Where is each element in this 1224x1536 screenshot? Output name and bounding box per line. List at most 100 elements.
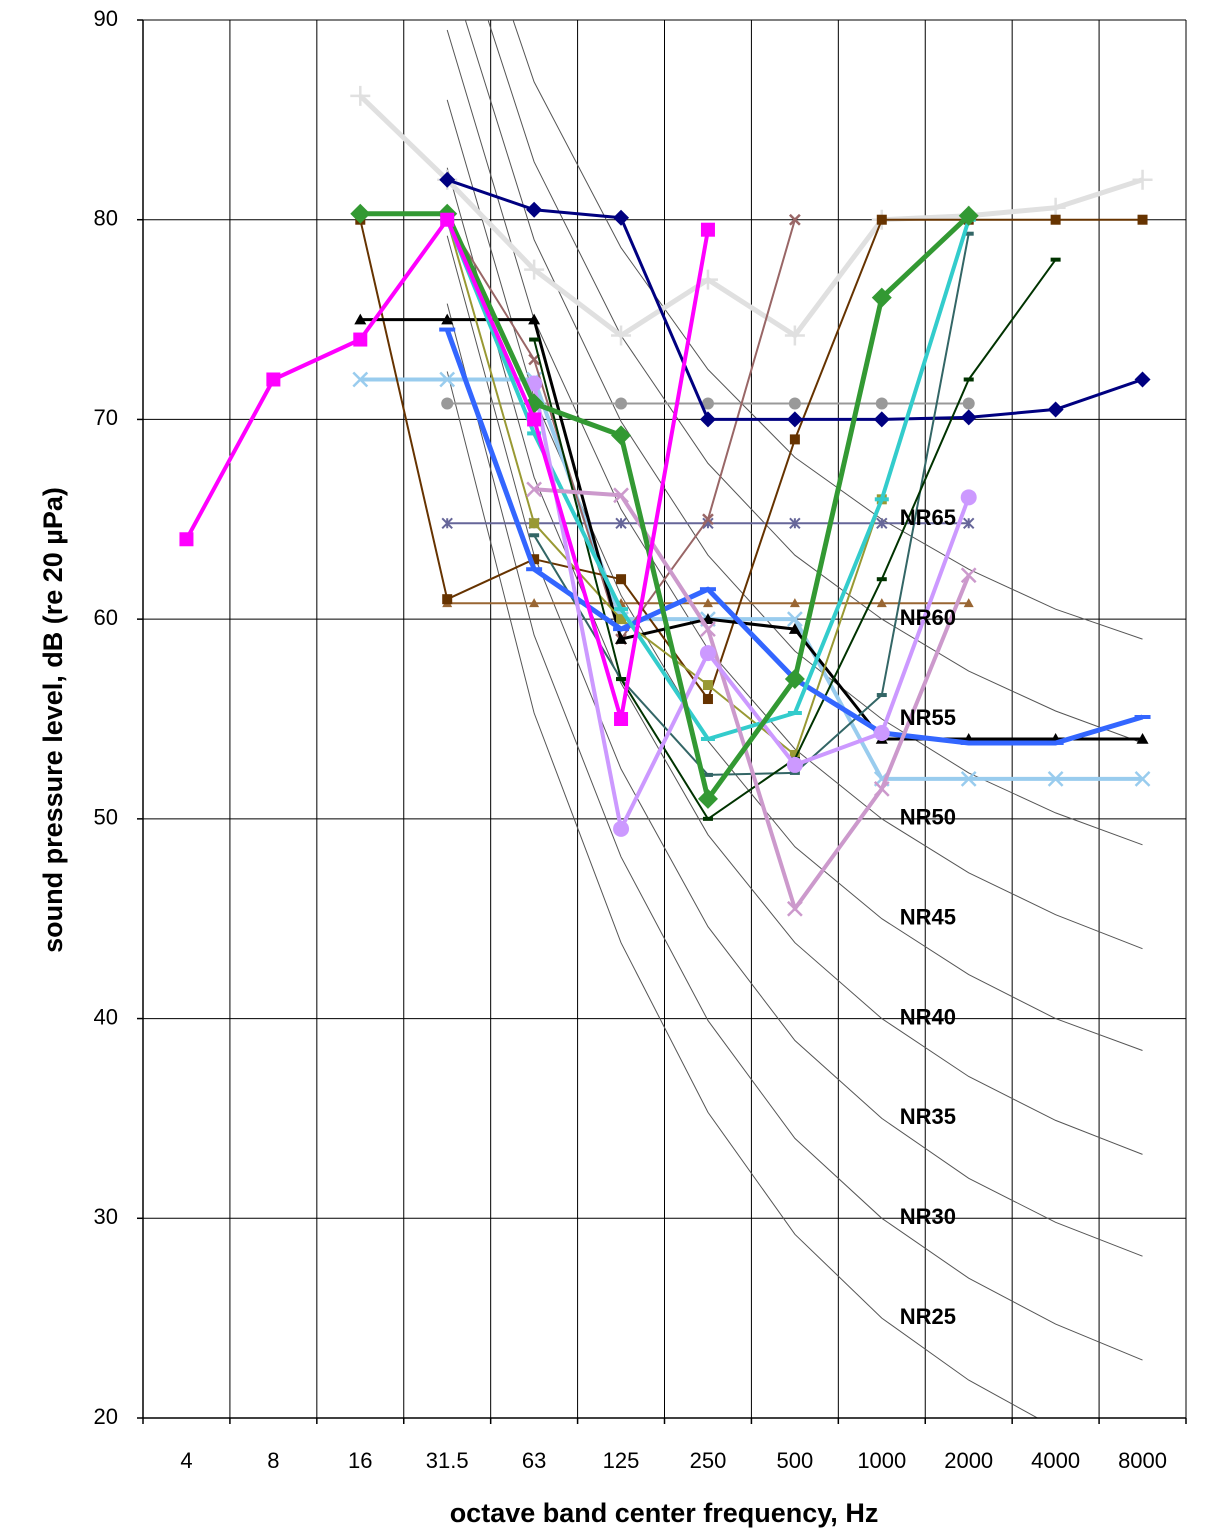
marker: [613, 627, 630, 632]
marker: [529, 554, 540, 565]
marker: [611, 325, 632, 346]
marker: [702, 772, 713, 777]
marker: [613, 209, 630, 226]
series-line: [532, 383, 971, 831]
series-layer: [179, 85, 1153, 917]
marker: [615, 517, 627, 529]
marker: [702, 694, 713, 705]
marker: [350, 85, 371, 106]
marker: [614, 712, 629, 726]
nr-label: NR45: [900, 905, 956, 930]
marker: [1136, 732, 1149, 744]
marker: [700, 222, 715, 237]
marker: [875, 397, 888, 410]
marker: [876, 577, 887, 582]
marker: [960, 740, 977, 745]
marker: [528, 313, 541, 325]
x-tick-label: 500: [777, 1448, 814, 1473]
y-tick-label: 30: [94, 1204, 118, 1229]
x-tick-label: 31.5: [426, 1448, 469, 1473]
marker: [876, 693, 887, 698]
nr-label: NR60: [900, 605, 956, 630]
marker: [611, 425, 632, 446]
marker: [616, 614, 627, 625]
marker: [876, 214, 887, 225]
nr-curve: [446, 29, 1143, 950]
marker: [442, 594, 453, 605]
marker: [876, 598, 887, 608]
marker: [529, 518, 540, 529]
x-tick-label: 63: [522, 1448, 546, 1473]
x-axis-title: octave band center frequency, Hz: [450, 1498, 879, 1528]
nr-curve: [446, 303, 1143, 1361]
marker: [958, 205, 979, 226]
marker: [963, 598, 974, 608]
marker: [529, 533, 540, 538]
marker: [789, 749, 800, 760]
marker: [439, 171, 456, 188]
x-tick-label: 2000: [944, 1448, 993, 1473]
x-tick-label: 1000: [857, 1448, 906, 1473]
marker: [963, 231, 974, 236]
marker: [702, 598, 713, 608]
marker: [788, 623, 801, 634]
marker: [524, 259, 545, 280]
series-line: [446, 219, 883, 756]
marker: [876, 517, 888, 529]
marker: [1134, 371, 1151, 388]
marker: [873, 781, 890, 797]
marker: [354, 313, 367, 325]
marker: [789, 434, 800, 445]
marker: [439, 327, 456, 332]
nr-curve: [464, 20, 1143, 846]
marker: [439, 371, 456, 388]
marker: [353, 332, 368, 347]
marker: [529, 337, 540, 342]
y-tick-label: 60: [94, 605, 118, 630]
marker: [441, 313, 454, 325]
marker: [527, 431, 542, 436]
y-tick-label: 70: [94, 405, 118, 430]
marker: [960, 489, 977, 506]
marker: [1137, 214, 1148, 225]
marker: [702, 513, 714, 526]
x-tick-label: 16: [348, 1448, 372, 1473]
marker: [700, 621, 716, 638]
marker: [784, 669, 805, 690]
y-axis-title: sound pressure level, dB (re 20 µPa): [38, 487, 68, 953]
y-tick-label: 90: [94, 6, 118, 31]
nr-label: NR55: [900, 705, 956, 730]
marker: [960, 409, 977, 426]
marker: [526, 481, 543, 498]
marker: [1047, 740, 1064, 745]
nr-curve: [512, 20, 1143, 640]
marker: [960, 567, 977, 584]
nr-label: NR50: [900, 805, 956, 830]
marker: [787, 711, 802, 716]
x-tick-label: 8000: [1118, 1448, 1167, 1473]
nr-label: NR25: [900, 1304, 956, 1329]
marker: [963, 517, 975, 529]
x-tick-label: 8: [267, 1448, 279, 1473]
series-line: [360, 211, 971, 802]
marker: [960, 771, 977, 787]
x-tick-label: 250: [690, 1448, 727, 1473]
labels: 20 30 40 50 60 70 80 90 4 8 16 31.5 63 125 250 500 1000 2…: [94, 6, 1168, 1473]
nr-curves: [446, 20, 1143, 1418]
marker: [702, 680, 713, 691]
marker: [616, 574, 627, 585]
marker: [350, 203, 371, 224]
marker: [529, 598, 540, 608]
marker: [874, 497, 889, 502]
marker: [786, 900, 803, 917]
marker: [266, 372, 281, 387]
x-tick-label: 4: [180, 1448, 192, 1473]
marker: [786, 411, 803, 428]
marker: [786, 611, 803, 628]
marker: [789, 517, 801, 529]
marker: [527, 412, 542, 427]
marker: [788, 397, 801, 410]
marker: [613, 820, 630, 837]
marker: [786, 756, 803, 773]
nr-label: NR35: [900, 1104, 956, 1129]
